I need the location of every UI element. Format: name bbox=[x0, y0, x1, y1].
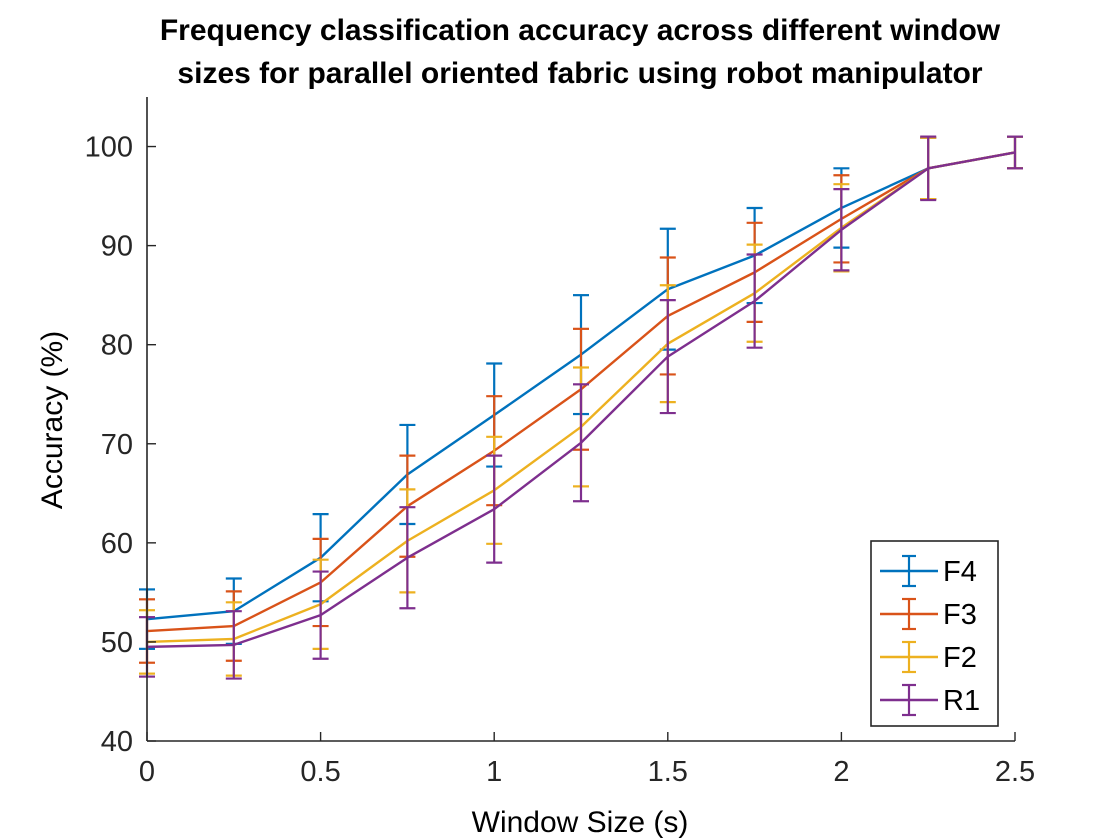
series-r1 bbox=[139, 135, 1023, 680]
x-tick-label: 2 bbox=[833, 756, 849, 788]
legend-item-r1: R1 bbox=[880, 683, 980, 717]
legend-label-f3: F3 bbox=[943, 599, 977, 631]
axes: 0 0.5 1 1.5 2 2.5 40 50 60 70 80 90 100 bbox=[85, 97, 1035, 788]
x-tick-label: 0 bbox=[139, 756, 155, 788]
x-axis-label: Window Size (s) bbox=[472, 806, 689, 839]
chart-title: Frequency classification accuracy across… bbox=[160, 14, 1001, 90]
y-tick-label: 90 bbox=[101, 231, 133, 263]
legend-label-r1: R1 bbox=[943, 685, 980, 717]
y-tick-label: 100 bbox=[85, 132, 133, 164]
y-tick-label: 40 bbox=[101, 726, 133, 758]
x-tick-label: 1.5 bbox=[648, 756, 688, 788]
legend-label-f2: F2 bbox=[943, 642, 977, 674]
legend-item-f3: F3 bbox=[880, 597, 977, 631]
legend-item-f4: F4 bbox=[880, 554, 977, 588]
chart-title-line-2: sizes for parallel oriented fabric using… bbox=[177, 57, 982, 90]
legend-label-f4: F4 bbox=[943, 556, 977, 588]
x-tick-label: 1 bbox=[486, 756, 502, 788]
y-tick-label: 70 bbox=[101, 429, 133, 461]
y-tick-label: 50 bbox=[101, 627, 133, 659]
y-tick-label: 60 bbox=[101, 528, 133, 560]
legend: F4 F3 F2 R1 bbox=[870, 540, 999, 727]
y-axis-label: Accuracy (%) bbox=[36, 331, 69, 509]
x-tick-label: 2.5 bbox=[995, 756, 1035, 788]
y-tick-label: 80 bbox=[101, 330, 133, 362]
series-group bbox=[139, 135, 1023, 680]
chart-title-line-1: Frequency classification accuracy across… bbox=[160, 14, 1001, 47]
legend-item-f2: F2 bbox=[880, 640, 977, 674]
series-line-r1 bbox=[146, 151, 1016, 649]
x-tick-label: 0.5 bbox=[300, 756, 340, 788]
